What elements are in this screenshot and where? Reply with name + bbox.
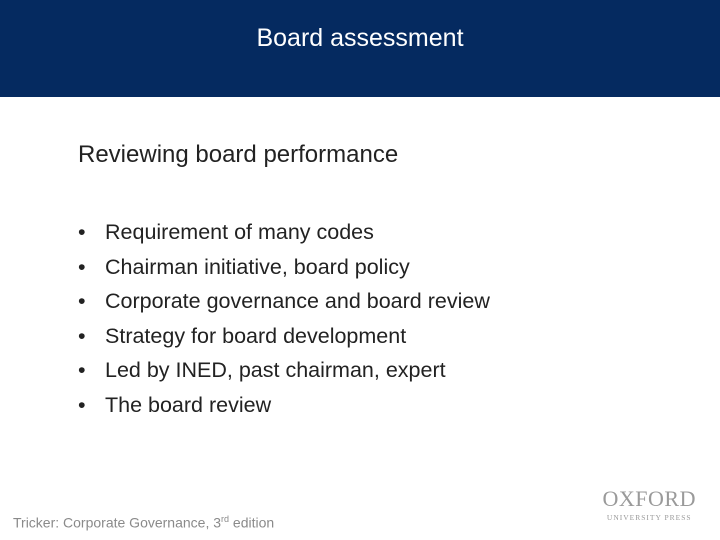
- bullet-list: • Requirement of many codes • Chairman ini…: [78, 218, 490, 426]
- slide-subtitle: Reviewing board performance: [78, 141, 399, 168]
- bullet-icon: •: [78, 289, 86, 314]
- bullet-item: • Strategy for board development: [78, 323, 407, 348]
- bullet-item: • Corporate governance and board review: [78, 289, 490, 314]
- slide-title: Board assessment: [256, 24, 464, 52]
- bullet-item: • Led by INED, past chairman, expert: [78, 358, 446, 383]
- bullet-icon: •: [78, 220, 86, 244]
- bullet-icon: •: [78, 254, 86, 279]
- bullet-icon: •: [78, 358, 86, 383]
- slide-header: Board assessment: [0, 0, 720, 97]
- bullet-item: • Requirement of many codes: [78, 220, 374, 244]
- bullet-icon: •: [78, 392, 86, 417]
- oxford-logo: OXFORD UNIVERSITY PRESS: [602, 486, 696, 523]
- bullet-item: • Chairman initiative, board policy: [78, 254, 410, 279]
- footer-citation: Tricker: Corporate Governance, 3rd editi…: [13, 514, 275, 531]
- bullet-item: • The board review: [78, 392, 272, 417]
- bullet-icon: •: [78, 323, 86, 348]
